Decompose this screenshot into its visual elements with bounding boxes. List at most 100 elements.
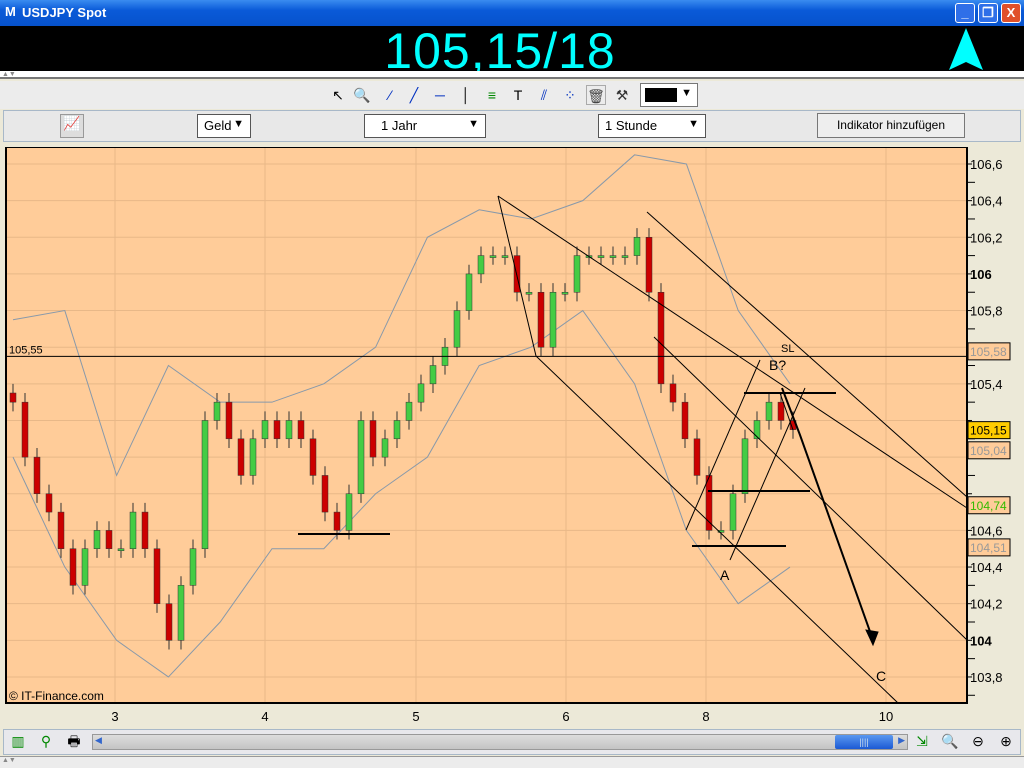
horizontal-line-icon[interactable]: ─ bbox=[435, 87, 445, 103]
candle bbox=[465, 273, 473, 311]
horizontal-scrollbar[interactable]: ◀ |||| ▶ bbox=[92, 734, 908, 750]
candle bbox=[81, 548, 89, 586]
y-tick-label: 104,2 bbox=[970, 597, 1003, 612]
tools-icon[interactable]: ⚒ bbox=[615, 87, 629, 103]
y-tick-label: 104,4 bbox=[970, 560, 1003, 575]
candle bbox=[525, 291, 533, 295]
period-select[interactable]: 1 Jahr ▼ bbox=[364, 114, 486, 138]
candle bbox=[405, 401, 413, 421]
interval-select[interactable]: 1 Stunde ▼ bbox=[598, 114, 706, 138]
y-tick-label: 104,6 bbox=[970, 523, 1003, 538]
wave-label-b: B? bbox=[769, 357, 786, 373]
plot-area bbox=[5, 147, 968, 704]
trash-icon[interactable]: 🗑 bbox=[586, 85, 606, 105]
candle bbox=[225, 401, 233, 440]
x-tick-label: 10 bbox=[878, 709, 894, 724]
candle bbox=[573, 255, 581, 293]
window-title: USDJPY Spot bbox=[22, 5, 107, 20]
scroll-left-icon[interactable]: ◀ bbox=[95, 735, 102, 745]
quote-price: 105,15/18 bbox=[384, 23, 616, 79]
add-indicator-button[interactable]: Indikator hinzufügen bbox=[817, 113, 965, 138]
candle bbox=[21, 401, 29, 458]
points-icon[interactable]: ⁘ bbox=[564, 87, 576, 103]
bollinger-bands bbox=[12, 154, 791, 678]
x-tick-label: 5 bbox=[412, 709, 420, 724]
candle bbox=[33, 456, 41, 495]
candlestick-icon[interactable]: ▥ bbox=[11, 733, 25, 749]
y-tick-label: 106 bbox=[970, 267, 992, 282]
restore-button[interactable]: ❐ bbox=[978, 3, 998, 23]
splitter[interactable]: ▲▼ bbox=[0, 756, 1024, 768]
candle bbox=[237, 438, 245, 476]
zoom-in-icon[interactable]: ⊕ bbox=[1000, 733, 1012, 749]
watermark: © IT-Finance.com bbox=[9, 689, 104, 703]
y-tick-label: 106,6 bbox=[970, 157, 1003, 172]
arrow-up-icon bbox=[949, 28, 983, 70]
chevron-down-icon: ▼ bbox=[233, 118, 244, 130]
drawing-toolbar: ↖ 🔍 ⁄ ╱ ─ │ ≡ T ⫽ ⁘ 🗑 ⚒ ▼ bbox=[0, 81, 1024, 109]
candle bbox=[165, 603, 173, 641]
candle bbox=[105, 530, 113, 549]
fit-chart-icon[interactable]: ⇲ bbox=[916, 733, 928, 749]
splitter[interactable]: ▲▼ bbox=[0, 71, 1024, 79]
horizontal-line[interactable]: 105,55 bbox=[7, 344, 967, 357]
candle bbox=[357, 420, 365, 495]
scroll-right-icon[interactable]: ▶ bbox=[898, 735, 905, 745]
text-icon[interactable]: T bbox=[513, 87, 523, 103]
chevron-down-icon: ▼ bbox=[688, 118, 699, 130]
parallel-channel-icon[interactable]: ⫽ bbox=[540, 87, 548, 103]
hline-label: 105,55 bbox=[9, 344, 43, 356]
trendline-icon[interactable]: ╱ bbox=[409, 87, 419, 103]
line-segment-icon[interactable]: ⁄ bbox=[388, 87, 392, 103]
candle bbox=[381, 438, 389, 458]
chart-type-icon[interactable]: 📈 bbox=[60, 114, 84, 138]
minimize-button[interactable]: _ bbox=[955, 3, 975, 23]
color-swatch bbox=[645, 88, 677, 102]
fibonacci-icon[interactable]: ≡ bbox=[487, 87, 497, 103]
price-label: 105,58 bbox=[970, 345, 1007, 359]
stop-loss-label: SL bbox=[781, 343, 794, 355]
candle bbox=[189, 548, 197, 586]
price-label: 105,15 bbox=[970, 424, 1007, 438]
price-label: 104,74 bbox=[970, 499, 1007, 513]
bottom-toolbar: ▥ ⚲ 🖶 ◀ |||| ▶ ⇲ 🔍 ⊖ ⊕ bbox=[3, 729, 1021, 755]
color-picker[interactable]: ▼ bbox=[640, 83, 698, 107]
candle bbox=[597, 255, 605, 258]
candle bbox=[693, 438, 701, 476]
print-icon[interactable]: 🖶 bbox=[67, 733, 81, 749]
zoom-out-icon[interactable]: ⊖ bbox=[972, 733, 984, 749]
candle bbox=[45, 493, 53, 513]
price-label-box bbox=[967, 441, 1011, 460]
candle bbox=[417, 383, 425, 403]
candle bbox=[141, 511, 149, 549]
candle bbox=[717, 530, 725, 533]
candle bbox=[333, 511, 341, 531]
zoom-fit-icon[interactable]: 🔍 bbox=[941, 733, 959, 749]
close-button[interactable]: X bbox=[1001, 3, 1021, 23]
wave-label-c: C bbox=[876, 668, 886, 684]
cursor-icon[interactable]: ↖ bbox=[332, 87, 344, 103]
y-tick-label: 105,4 bbox=[970, 377, 1003, 392]
candle bbox=[9, 392, 17, 403]
zoom-in-icon[interactable]: 🔍 bbox=[353, 87, 371, 103]
y-tick-label: 106,4 bbox=[970, 194, 1003, 209]
candle bbox=[501, 255, 509, 258]
chevron-down-icon: ▼ bbox=[468, 118, 479, 130]
price-label-box bbox=[967, 538, 1011, 557]
select-value: Geld bbox=[204, 118, 232, 133]
price-type-select[interactable]: Geld ▼ bbox=[197, 114, 251, 138]
price-label: 105,04 bbox=[970, 444, 1007, 458]
candle bbox=[681, 401, 689, 440]
drawings[interactable] bbox=[298, 195, 968, 704]
candle bbox=[741, 438, 749, 495]
candle bbox=[69, 548, 77, 586]
vertical-line-icon[interactable]: │ bbox=[461, 87, 471, 103]
candle bbox=[669, 383, 677, 403]
candle bbox=[261, 420, 269, 440]
candle bbox=[273, 420, 281, 440]
price-chart[interactable]: 105,55 A B? SL C © IT-Finance.com 106,61… bbox=[5, 147, 1021, 705]
x-tick-label: 6 bbox=[562, 709, 570, 724]
indicator-icon[interactable]: ⚲ bbox=[40, 733, 52, 749]
candle bbox=[453, 310, 461, 348]
scrollbar-thumb[interactable]: |||| bbox=[835, 735, 893, 749]
